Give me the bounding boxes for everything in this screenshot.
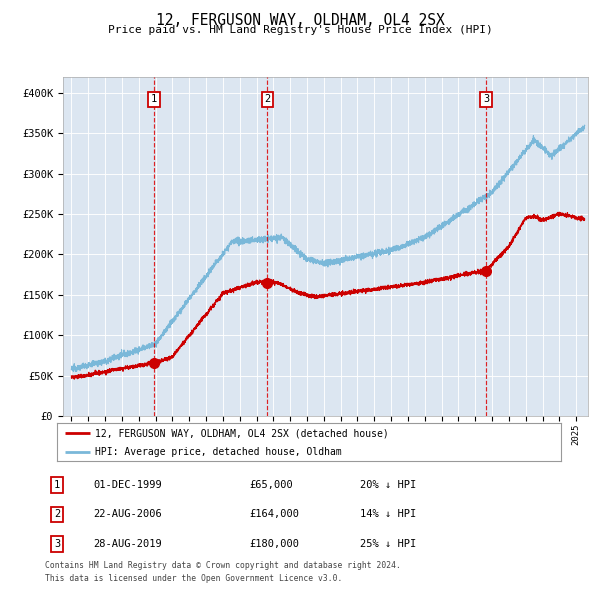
Text: 25% ↓ HPI: 25% ↓ HPI xyxy=(360,539,416,549)
Text: 3: 3 xyxy=(54,539,60,549)
Text: 12, FERGUSON WAY, OLDHAM, OL4 2SX (detached house): 12, FERGUSON WAY, OLDHAM, OL4 2SX (detac… xyxy=(95,428,389,438)
Text: HPI: Average price, detached house, Oldham: HPI: Average price, detached house, Oldh… xyxy=(95,447,341,457)
Text: 28-AUG-2019: 28-AUG-2019 xyxy=(93,539,162,549)
Text: 22-AUG-2006: 22-AUG-2006 xyxy=(93,510,162,519)
Text: 1: 1 xyxy=(151,94,157,104)
Text: 20% ↓ HPI: 20% ↓ HPI xyxy=(360,480,416,490)
Text: 3: 3 xyxy=(483,94,490,104)
Text: Contains HM Land Registry data © Crown copyright and database right 2024.: Contains HM Land Registry data © Crown c… xyxy=(45,561,401,570)
Text: 14% ↓ HPI: 14% ↓ HPI xyxy=(360,510,416,519)
Text: Price paid vs. HM Land Registry's House Price Index (HPI): Price paid vs. HM Land Registry's House … xyxy=(107,25,493,35)
Text: 12, FERGUSON WAY, OLDHAM, OL4 2SX: 12, FERGUSON WAY, OLDHAM, OL4 2SX xyxy=(155,13,445,28)
Text: 2: 2 xyxy=(54,510,60,519)
Text: £65,000: £65,000 xyxy=(249,480,293,490)
Text: 01-DEC-1999: 01-DEC-1999 xyxy=(93,480,162,490)
Text: This data is licensed under the Open Government Licence v3.0.: This data is licensed under the Open Gov… xyxy=(45,574,343,583)
Text: 1: 1 xyxy=(54,480,60,490)
Text: 2: 2 xyxy=(264,94,271,104)
Text: £180,000: £180,000 xyxy=(249,539,299,549)
Text: £164,000: £164,000 xyxy=(249,510,299,519)
